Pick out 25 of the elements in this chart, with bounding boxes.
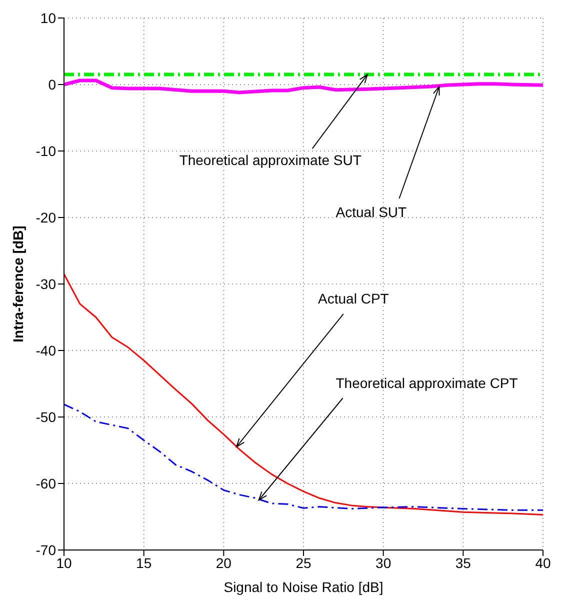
x-tick-label: 10 [56,554,72,571]
y-axis-title: Intra-ference [dB] [10,226,26,342]
x-axis-title: Signal to Noise Ratio [dB] [224,579,384,595]
y-tick-label: -10 [36,142,56,159]
line-series [64,273,543,516]
y-tick-label: 10 [40,10,56,26]
y-tick-label: 0 [48,76,56,92]
annotation: Theoretical approximate SUT [179,152,362,168]
x-tick-label: 15 [136,554,152,571]
y-tick-label: -60 [36,475,56,492]
line-series [64,78,543,94]
x-tick-label: 25 [296,554,312,571]
annotation: Actual CPT [318,290,390,307]
x-tick-label: 40 [535,554,551,571]
x-tick-label: 30 [376,554,392,571]
x-tick-label: 20 [216,554,232,571]
y-tick-label: -40 [36,342,56,358]
y-tick-label: -20 [36,209,56,226]
annotation: Actual SUT [336,204,408,220]
x-tick-label: 35 [455,554,472,571]
y-tick-label: -50 [36,408,56,425]
y-tick-label: -70 [36,542,56,558]
y-tick-label: -30 [36,276,56,292]
line-series [64,404,543,511]
annotation: Theoretical approximate CPT [336,374,518,391]
